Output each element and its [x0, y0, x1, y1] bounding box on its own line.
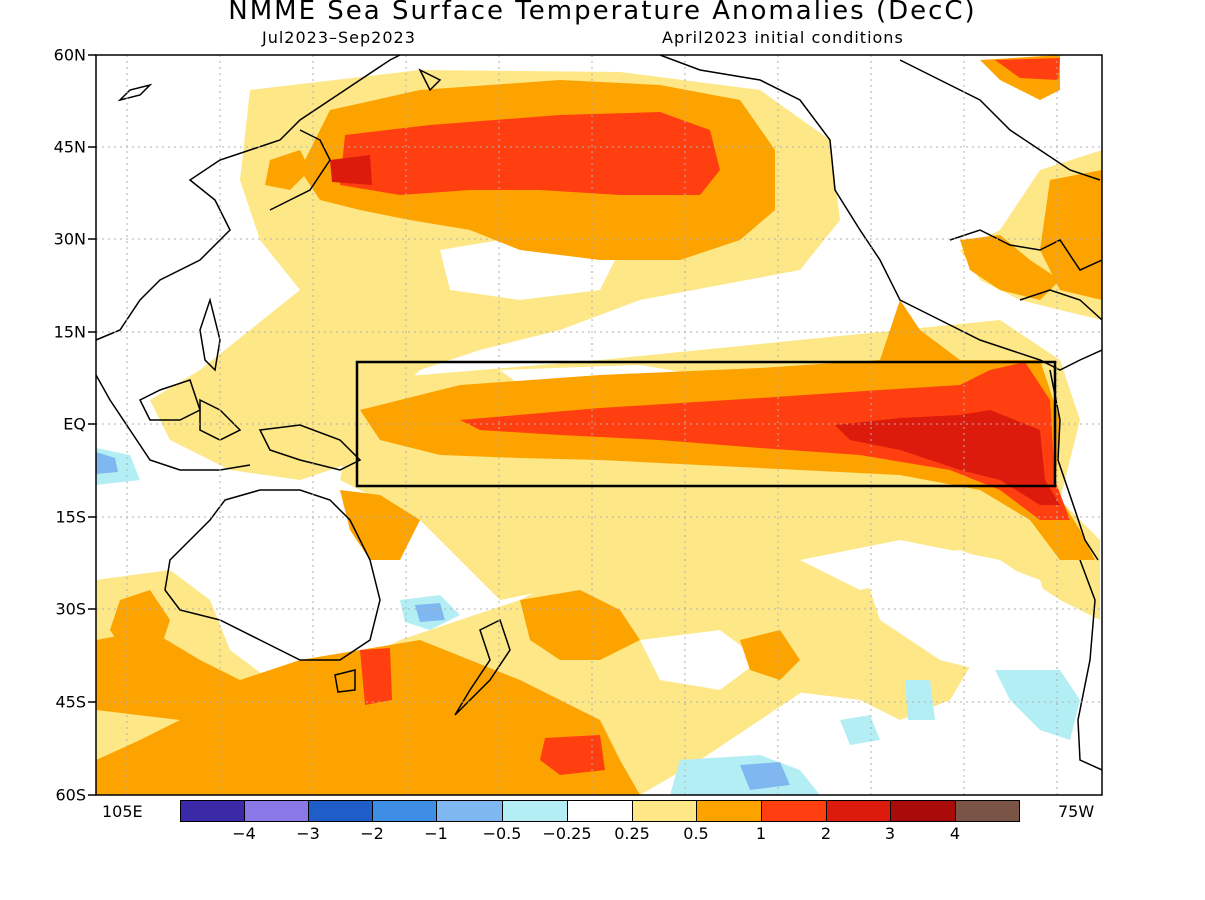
lat-label-30n: 30N	[53, 229, 86, 249]
colorbar-swatch-1	[180, 800, 245, 822]
lat-label-eq: EQ	[63, 414, 86, 434]
colorbar-label-5: −0.5	[482, 824, 522, 843]
colorbar-swatch-11	[826, 800, 891, 822]
colorbar-label-1: −4	[232, 824, 256, 843]
colorbar-label-10: 2	[820, 824, 832, 843]
colorbar-label-11: 3	[884, 824, 896, 843]
colorbar-swatch-4	[372, 800, 437, 822]
lon-label-east: 75W	[1058, 802, 1095, 821]
lat-label-30s: 30S	[55, 599, 86, 619]
colorbar-label-6: −0.25	[542, 824, 592, 843]
map-title: NMME Sea Surface Temperature Anomalies (…	[228, 0, 977, 26]
colorbar-swatch-6	[502, 800, 568, 822]
lon-label-west: 105E	[102, 802, 143, 821]
colorbar-swatch-13	[955, 800, 1020, 822]
initial-conditions: April2023 initial conditions	[662, 28, 904, 47]
lat-label-15s: 15S	[55, 507, 86, 527]
axis-ticks	[88, 54, 96, 796]
lat-label-60n: 60N	[53, 45, 86, 65]
colorbar-swatch-12	[890, 800, 956, 822]
colorbar-label-9: 1	[755, 824, 767, 843]
lat-label-45n: 45N	[53, 137, 86, 157]
colorbar-swatch-8	[632, 800, 697, 822]
colorbar-swatch-5	[436, 800, 503, 822]
colorbar-label-7: 0.25	[614, 824, 650, 843]
colorbar-label-12: 4	[949, 824, 961, 843]
colorbar-swatch-7	[567, 800, 633, 822]
colorbar-swatch-10	[761, 800, 827, 822]
lat-label-45s: 45S	[55, 692, 86, 712]
colorbar-label-2: −3	[296, 824, 320, 843]
colorbar-swatch-2	[244, 800, 309, 822]
lat-label-15n: 15N	[53, 322, 86, 342]
forecast-period: Jul2023–Sep2023	[262, 28, 416, 47]
colorbar-swatch-3	[308, 800, 373, 822]
lat-label-60s: 60S	[55, 785, 86, 805]
nino-region-box	[355, 360, 1057, 488]
colorbar-label-3: −2	[360, 824, 384, 843]
colorbar-label-8: 0.5	[683, 824, 709, 843]
plot-frame	[95, 54, 1103, 796]
colorbar-swatch-9	[696, 800, 762, 822]
coastlines	[96, 55, 1102, 771]
colorbar-label-4: −1	[424, 824, 448, 843]
